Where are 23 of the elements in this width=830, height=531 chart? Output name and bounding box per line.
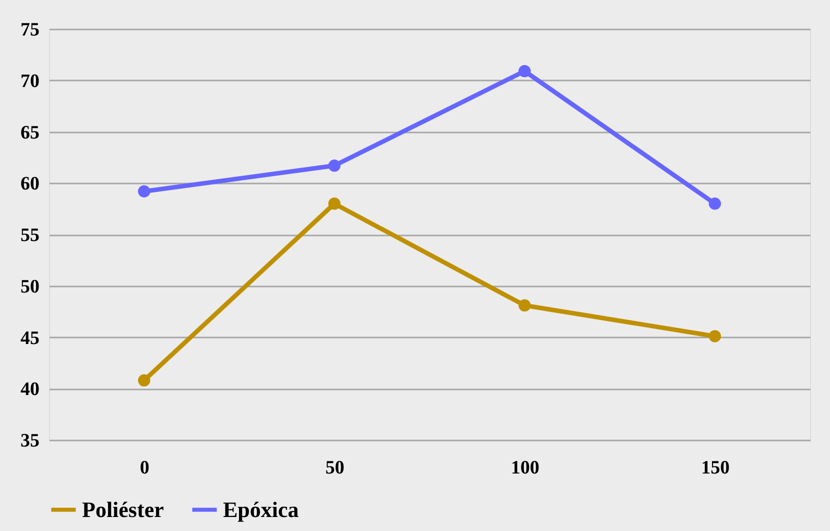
point: [518, 65, 531, 78]
x-tick-label: 50: [325, 458, 344, 478]
point: [708, 198, 721, 210]
x-tick-label: 150: [701, 458, 730, 478]
legend-label: Poliéster: [82, 496, 164, 522]
y-tick-label: 50: [20, 276, 40, 298]
point: [328, 198, 340, 210]
x-tick-label: 0: [140, 458, 150, 478]
y-tick-label: 45: [20, 328, 40, 349]
y-tick-label: 65: [20, 122, 40, 144]
x-tick-label: 100: [510, 458, 540, 478]
y-tick-label: 75: [20, 20, 40, 40]
point: [328, 160, 340, 172]
point: [518, 299, 531, 312]
y-tick-label: 40: [20, 379, 40, 400]
y-tick-label: 55: [20, 225, 40, 246]
point: [708, 330, 721, 342]
point: [138, 185, 150, 198]
legend-label: Epóxica: [223, 496, 299, 522]
y-tick-label: 35: [20, 430, 40, 452]
y-tick-label: 60: [20, 174, 40, 195]
y-tick-label: 70: [20, 70, 40, 92]
point: [138, 374, 150, 387]
